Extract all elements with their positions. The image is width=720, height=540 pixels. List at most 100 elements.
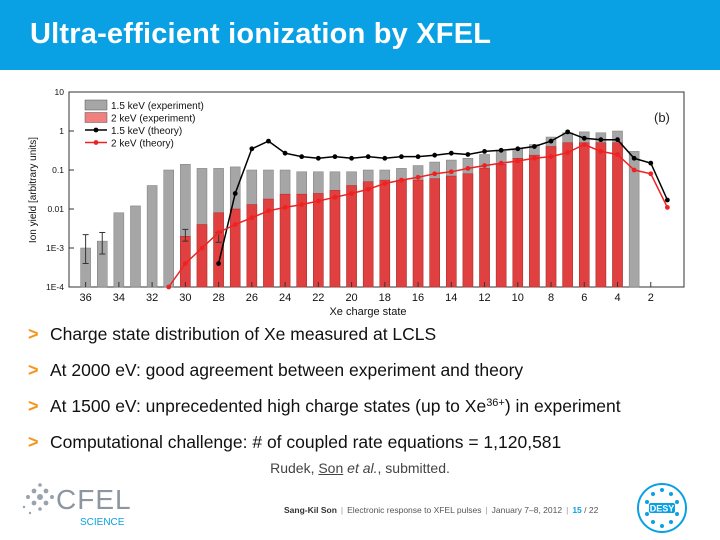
theory-point (581, 135, 587, 141)
bar (595, 142, 607, 288)
theory-point (349, 155, 354, 161)
citation-author-highlight: Son (318, 460, 344, 476)
bar (313, 193, 324, 288)
theory-point (266, 208, 271, 214)
y-tick-label: 1E-3 (46, 243, 64, 253)
theory-point (232, 191, 238, 196)
theory-point (365, 154, 371, 160)
bullet-item: > At 2000 eV: good agreement between exp… (28, 358, 718, 394)
x-tick-label: 30 (179, 292, 191, 304)
theory-point (315, 155, 321, 161)
theory-point (432, 171, 438, 177)
legend-label: 1.5 keV (experiment) (111, 101, 204, 112)
x-tick-label: 8 (548, 292, 554, 304)
bullet-text: At 2000 eV: good agreement between exper… (50, 360, 524, 380)
theory-point (332, 154, 338, 160)
theory-point (216, 230, 221, 235)
theory-point (664, 204, 670, 210)
theory-point (615, 137, 620, 143)
cfel-logo: CFEL SCIENCE (22, 483, 132, 528)
theory-point (432, 152, 438, 158)
theory-point (631, 167, 637, 173)
theory-point (565, 150, 571, 155)
bullet-item: > Computational challenge: # of coupled … (28, 430, 718, 466)
theory-point (598, 137, 604, 143)
footer-page: 15 (572, 505, 582, 515)
theory-point (581, 142, 587, 147)
slide-title: Ultra-efficient ionization by XFEL (30, 18, 492, 50)
bar (296, 193, 307, 288)
theory-point (515, 146, 521, 152)
bullet-list: > Charge state distribution of Xe measur… (28, 322, 718, 466)
bar (429, 178, 440, 288)
theory-point (648, 160, 654, 166)
bar (163, 169, 174, 288)
theory-point (299, 202, 305, 207)
x-tick-label: 4 (614, 292, 620, 304)
bar (329, 190, 341, 288)
theory-point (565, 129, 571, 135)
y-axis-label: Ion yield [arbitrary units] (28, 137, 39, 243)
theory-line (217, 131, 669, 264)
panel-label: (b) (654, 110, 670, 125)
theory-point (532, 144, 537, 149)
footer-total: / 22 (584, 505, 599, 515)
theory-point (216, 261, 221, 266)
theory-point (615, 152, 620, 157)
bar (362, 181, 374, 288)
citation-rest: , submitted. (377, 460, 450, 476)
theory-point (631, 155, 637, 161)
theory-point (332, 194, 338, 200)
cfel-logo-text: CFEL (56, 484, 132, 515)
theory-point (399, 154, 404, 160)
bar (113, 212, 125, 288)
bar (130, 205, 141, 288)
theory-point (232, 222, 238, 227)
theory-point (166, 284, 172, 290)
bar (529, 154, 540, 288)
legend-label: 2 keV (experiment) (111, 114, 195, 125)
bullet-marker: > (28, 360, 39, 380)
citation-author: Rudek, (270, 460, 315, 476)
legend-marker (93, 127, 99, 133)
bar (446, 175, 457, 288)
y-tick-label: 0.01 (47, 204, 64, 214)
theory-point (382, 155, 388, 161)
theory-point (648, 171, 654, 177)
theory-point (465, 165, 471, 171)
footer-talk: Electronic response to XFEL pulses (347, 505, 482, 515)
bullet-text-part: ) in experiment (504, 396, 621, 416)
theory-point (498, 160, 504, 166)
theory-point (299, 154, 305, 160)
bullet-marker: > (28, 396, 39, 416)
theory-point (598, 148, 604, 154)
x-tick-label: 10 (512, 292, 524, 304)
bar (396, 179, 407, 288)
theory-point (199, 245, 205, 251)
theory-point (515, 158, 521, 164)
x-axis-label: Xe charge state (329, 306, 406, 318)
theory-point (448, 169, 454, 175)
footer-text: Sang-Kil Son | Electronic response to XFEL… (284, 505, 599, 515)
legend-label: 2 keV (theory) (111, 139, 174, 150)
bar (579, 142, 590, 288)
bar (346, 185, 357, 288)
bar (562, 142, 573, 288)
x-tick-label: 12 (478, 292, 490, 304)
y-tick-label: 0.1 (52, 165, 64, 175)
y-tick-label: 1E-4 (46, 282, 64, 292)
citation-etal: et al. (347, 460, 378, 476)
y-tick-label: 1 (59, 126, 64, 136)
bar (196, 224, 208, 288)
x-tick-label: 16 (412, 292, 424, 304)
footer-author: Sang-Kil Son (284, 505, 337, 515)
theory-point (465, 152, 471, 157)
bar (412, 179, 424, 288)
desy-logo-text: DESY (650, 504, 675, 514)
theory-point (399, 177, 404, 183)
theory-point (498, 147, 504, 153)
bar (229, 208, 241, 288)
theory-point (315, 198, 321, 204)
bar (462, 173, 474, 288)
